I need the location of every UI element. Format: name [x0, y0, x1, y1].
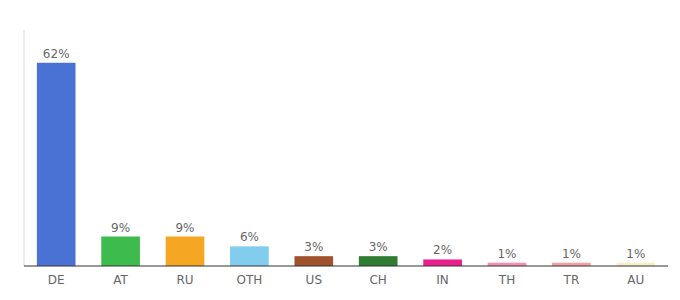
x-tick-label: AU [627, 273, 644, 287]
x-tick-label: DE [48, 273, 65, 287]
y-axis-line [24, 30, 25, 266]
x-tick-label: US [306, 273, 322, 287]
data-label: 3% [369, 240, 388, 254]
bar [423, 259, 462, 266]
x-tick-labels: DE AT RU OTH US CH IN TH TR AU [48, 273, 645, 287]
bar [230, 246, 269, 266]
chart-container: 62% 9% 9% 6% 3% 3% 2% 1% 1% 1% DE AT RU OTH US CH IN TH TR… [0, 0, 680, 300]
bar [101, 237, 140, 267]
x-tick-label: RU [176, 273, 193, 287]
x-axis-line [24, 266, 668, 267]
chart: 62% 9% 9% 6% 3% 3% 2% 1% 1% 1% DE AT RU OTH US CH IN TH TR… [0, 0, 680, 300]
data-label: 1% [497, 247, 516, 261]
bar [294, 256, 333, 266]
x-tick-label: TH [498, 273, 515, 287]
bars [37, 63, 655, 266]
data-label: 2% [433, 243, 452, 257]
bar [166, 237, 205, 267]
data-label: 3% [304, 240, 323, 254]
data-label: 9% [111, 221, 130, 235]
x-tick-label: CH [369, 273, 386, 287]
data-label: 1% [626, 247, 645, 261]
data-label: 1% [562, 247, 581, 261]
data-label: 6% [240, 230, 259, 244]
page: {"chart_data": {"type": "bar", "categori… [0, 0, 680, 300]
x-tick-label: TR [563, 273, 580, 287]
data-label: 62% [43, 47, 70, 61]
bar [359, 256, 398, 266]
bar [37, 63, 76, 266]
data-labels: 62% 9% 9% 6% 3% 3% 2% 1% 1% 1% [43, 47, 645, 261]
x-tick-label: AT [113, 273, 128, 287]
x-tick-label: OTH [236, 273, 262, 287]
data-label: 9% [175, 221, 194, 235]
x-tick-label: IN [436, 273, 449, 287]
